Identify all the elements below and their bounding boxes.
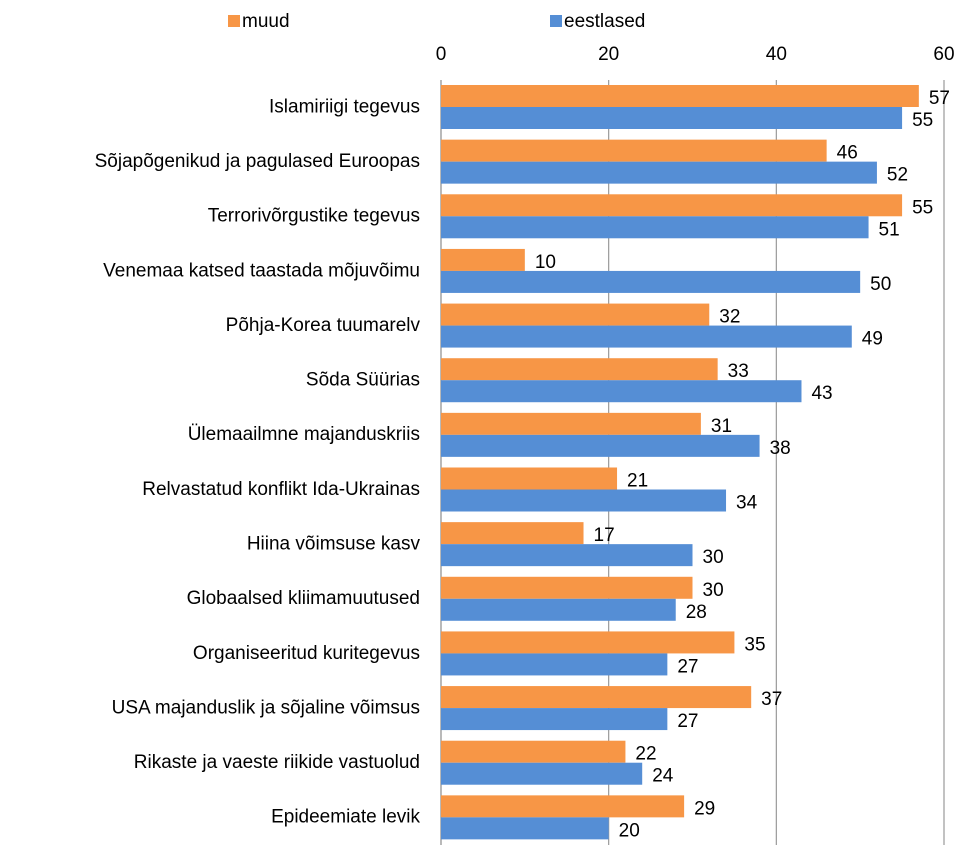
bar [441,358,718,381]
bar [441,412,701,435]
bar [441,85,919,107]
value-label: 50 [870,274,891,295]
legend-label: muud [242,11,290,32]
value-label: 29 [694,798,715,819]
y-tick-label: Ülemaailmne majanduskriis [188,424,420,445]
bar [441,161,877,184]
bar [441,740,626,763]
value-label: 21 [627,471,648,492]
value-label: 22 [635,744,656,765]
value-label: 55 [912,110,933,131]
x-tick-label: 0 [436,44,447,65]
bar [441,653,668,676]
value-label: 51 [879,219,900,240]
bar [441,467,618,490]
bar [441,522,584,545]
y-tick-label: USA majanduslik ja sõjaline võimsus [112,697,420,718]
value-label: 24 [652,766,674,787]
x-tick-label: 40 [766,44,787,65]
y-tick-label: Sõjapõgenikud ja pagulased Euroopas [95,151,420,172]
bar [441,795,685,818]
value-label: 34 [736,493,758,514]
x-tick-label: 60 [933,44,954,65]
y-tick-label: Islamiriigi tegevus [269,96,420,117]
value-label: 43 [811,383,832,404]
value-label: 30 [703,547,724,568]
y-tick-label: Venemaa katsed taastada mõjuvõimu [103,260,420,281]
bar [441,544,693,567]
bar [441,270,861,293]
value-label: 52 [887,165,908,186]
bar [441,303,710,326]
value-label: 57 [929,88,950,109]
bar [441,380,802,403]
bar [441,194,903,217]
bar [441,216,869,239]
value-label: 38 [770,438,791,459]
y-tick-label: Rikaste ja vaeste riikide vastuolud [134,752,420,773]
bar [441,598,676,621]
value-label: 27 [677,711,698,732]
y-tick-label: Relvastatud konflikt Ida-Ukrainas [142,479,420,500]
value-label: 55 [912,197,933,218]
bar [441,139,827,162]
bar [441,817,609,840]
bar [441,434,760,457]
y-tick-label: Globaalsed kliimamuutused [187,588,420,609]
legend-label: eestlased [564,11,645,32]
value-label: 35 [744,634,765,655]
y-tick-label: Organiseeritud kuritegevus [193,643,420,664]
value-label: 20 [619,820,640,841]
value-label: 32 [719,307,740,328]
value-label: 30 [703,580,724,601]
value-label: 33 [728,361,749,382]
bar [441,686,752,709]
bar [441,631,735,654]
bar [441,576,693,599]
value-label: 49 [862,329,883,350]
bar [441,762,643,785]
value-label: 37 [761,689,782,710]
bar [441,325,852,348]
value-label: 28 [686,602,707,623]
bar [441,708,668,731]
y-tick-label: Hiina võimsuse kasv [247,533,421,554]
legend-swatch [550,15,562,27]
bar [441,248,525,271]
y-tick-label: Terrorivõrgustike tegevus [208,206,420,227]
bar [441,107,903,129]
bar [441,489,727,512]
y-tick-label: Sõda Süürias [306,370,420,391]
x-tick-label: 20 [598,44,619,65]
value-label: 46 [837,143,858,164]
value-label: 10 [535,252,556,273]
value-label: 31 [711,416,732,437]
legend-swatch [228,15,240,27]
value-label: 17 [594,525,615,546]
value-label: 27 [677,656,698,677]
y-tick-label: Epideemiate levik [271,807,420,828]
y-tick-label: Põhja-Korea tuumarelv [226,315,421,336]
